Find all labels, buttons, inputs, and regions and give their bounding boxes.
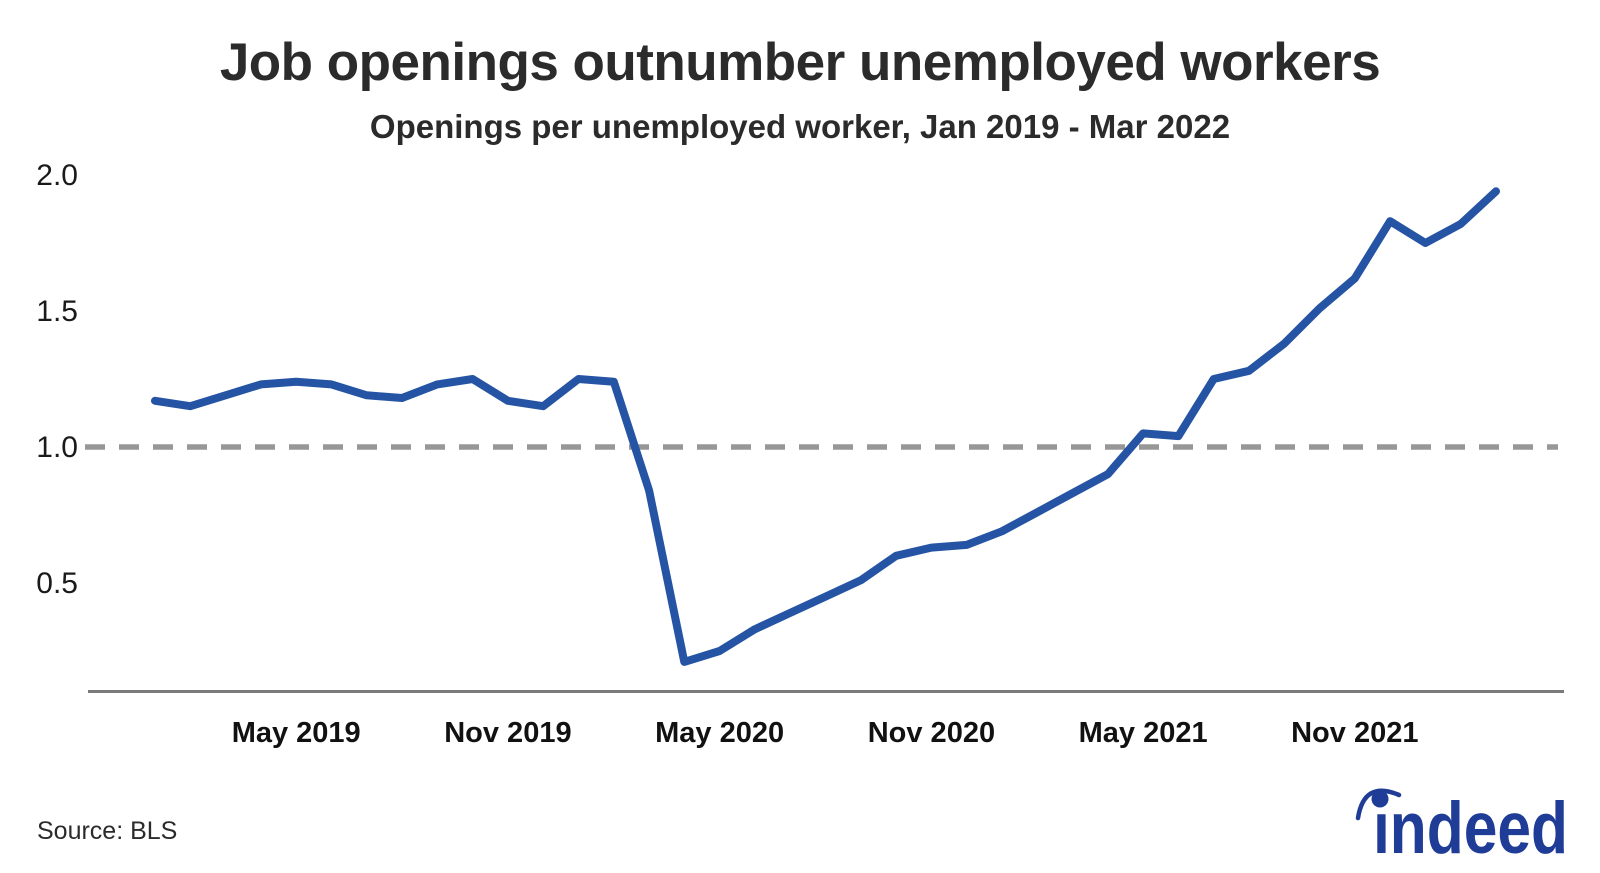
- logo-wordmark: ındeed: [1373, 788, 1568, 869]
- chart-subtitle: Openings per unemployed worker, Jan 2019…: [369, 108, 1231, 145]
- y-tick-label: 1.0: [36, 431, 78, 464]
- x-tick-label: May 2020: [655, 717, 784, 749]
- logo-swoosh-icon: [1355, 788, 1402, 821]
- chart-title: Job openings outnumber unemployed worker…: [219, 33, 1381, 92]
- x-tick-label: May 2021: [1079, 717, 1208, 749]
- x-tick-label: Nov 2020: [868, 717, 995, 749]
- source-note: Source: BLS: [37, 817, 178, 845]
- x-tick-label: May 2019: [232, 717, 361, 749]
- y-tick-label: 0.5: [36, 567, 78, 600]
- y-axis-tick-labels: 2.0 1.5 1.0 0.5: [36, 159, 78, 600]
- x-axis-tick-labels: May 2019 Nov 2019 May 2020 Nov 2020 May 2021…: [232, 717, 1419, 749]
- data-series-line: [151, 187, 1500, 666]
- x-tick-label: Nov 2021: [1291, 717, 1418, 749]
- x-tick-label: Nov 2019: [444, 717, 571, 749]
- y-tick-label: 2.0: [36, 159, 78, 192]
- y-tick-label: 1.5: [36, 295, 78, 328]
- logo-i-dot-icon: [1371, 790, 1389, 808]
- indeed-logo: ındeed: [1355, 788, 1568, 869]
